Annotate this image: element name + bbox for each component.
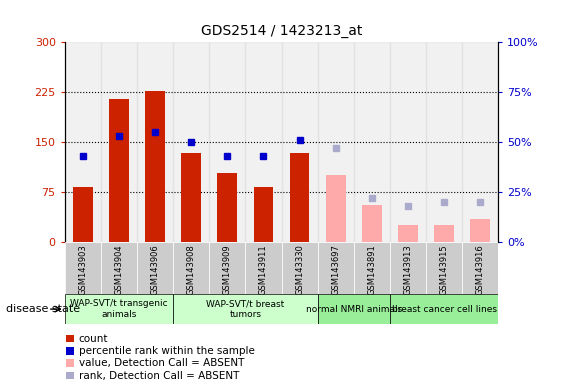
Bar bbox=[145, 91, 165, 242]
Text: WAP-SVT/t transgenic
animals: WAP-SVT/t transgenic animals bbox=[70, 300, 168, 319]
Bar bbox=[217, 173, 237, 242]
Text: GSM143697: GSM143697 bbox=[331, 245, 340, 295]
Bar bbox=[434, 225, 454, 242]
Text: GSM143908: GSM143908 bbox=[187, 245, 196, 295]
FancyBboxPatch shape bbox=[462, 242, 498, 294]
Bar bbox=[282, 42, 318, 242]
Bar bbox=[66, 359, 74, 367]
Bar bbox=[326, 175, 346, 242]
Text: GSM143913: GSM143913 bbox=[404, 245, 413, 295]
Bar bbox=[73, 187, 93, 242]
FancyBboxPatch shape bbox=[101, 242, 137, 294]
FancyBboxPatch shape bbox=[137, 242, 173, 294]
Bar bbox=[101, 42, 137, 242]
Bar bbox=[66, 347, 74, 355]
Bar bbox=[181, 153, 201, 242]
Bar bbox=[137, 42, 173, 242]
Bar bbox=[318, 42, 354, 242]
FancyBboxPatch shape bbox=[65, 294, 173, 324]
Text: breast cancer cell lines: breast cancer cell lines bbox=[391, 305, 497, 314]
Bar bbox=[289, 153, 310, 242]
FancyBboxPatch shape bbox=[390, 294, 498, 324]
Text: GSM143904: GSM143904 bbox=[114, 245, 123, 295]
Text: GSM143906: GSM143906 bbox=[150, 245, 159, 295]
FancyBboxPatch shape bbox=[65, 242, 101, 294]
Text: disease state: disease state bbox=[6, 304, 80, 314]
Text: GSM143891: GSM143891 bbox=[367, 245, 376, 295]
Bar bbox=[65, 42, 101, 242]
FancyBboxPatch shape bbox=[173, 294, 318, 324]
FancyBboxPatch shape bbox=[173, 242, 209, 294]
Bar bbox=[354, 42, 390, 242]
Bar bbox=[390, 42, 426, 242]
Text: normal NMRI animals: normal NMRI animals bbox=[306, 305, 402, 314]
Bar bbox=[245, 42, 282, 242]
FancyBboxPatch shape bbox=[390, 242, 426, 294]
Bar bbox=[426, 42, 462, 242]
Bar bbox=[66, 334, 74, 343]
Bar bbox=[66, 372, 74, 379]
Text: WAP-SVT/t breast
tumors: WAP-SVT/t breast tumors bbox=[206, 300, 284, 319]
Bar bbox=[253, 187, 274, 242]
Text: value, Detection Call = ABSENT: value, Detection Call = ABSENT bbox=[79, 358, 244, 368]
Text: GSM143903: GSM143903 bbox=[78, 245, 87, 295]
Text: GSM143916: GSM143916 bbox=[476, 245, 485, 295]
Text: GSM143330: GSM143330 bbox=[295, 245, 304, 295]
FancyBboxPatch shape bbox=[318, 294, 390, 324]
Bar bbox=[173, 42, 209, 242]
Bar bbox=[109, 99, 129, 242]
FancyBboxPatch shape bbox=[318, 242, 354, 294]
Text: GSM143909: GSM143909 bbox=[223, 245, 232, 295]
Bar bbox=[462, 42, 498, 242]
Text: GSM143911: GSM143911 bbox=[259, 245, 268, 295]
FancyBboxPatch shape bbox=[426, 242, 462, 294]
Bar bbox=[398, 225, 418, 242]
FancyBboxPatch shape bbox=[209, 242, 245, 294]
FancyBboxPatch shape bbox=[245, 242, 282, 294]
Bar bbox=[362, 205, 382, 242]
Text: percentile rank within the sample: percentile rank within the sample bbox=[79, 346, 254, 356]
FancyBboxPatch shape bbox=[354, 242, 390, 294]
Bar bbox=[470, 218, 490, 242]
Bar bbox=[209, 42, 245, 242]
FancyBboxPatch shape bbox=[282, 242, 318, 294]
Text: rank, Detection Call = ABSENT: rank, Detection Call = ABSENT bbox=[79, 371, 239, 381]
Text: GSM143915: GSM143915 bbox=[440, 245, 449, 295]
Text: count: count bbox=[79, 334, 108, 344]
Title: GDS2514 / 1423213_at: GDS2514 / 1423213_at bbox=[201, 25, 362, 38]
